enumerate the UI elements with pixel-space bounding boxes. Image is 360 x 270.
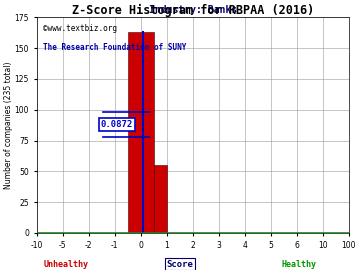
Text: ©www.textbiz.org: ©www.textbiz.org (43, 24, 117, 33)
Text: Industry: Banks: Industry: Banks (149, 5, 237, 15)
Bar (154, 165, 167, 233)
Text: Unhealthy: Unhealthy (43, 260, 88, 269)
Bar (128, 32, 154, 233)
Text: 0.0872: 0.0872 (101, 120, 133, 129)
Text: The Research Foundation of SUNY: The Research Foundation of SUNY (43, 43, 186, 52)
Title: Z-Score Histogram for RBPAA (2016): Z-Score Histogram for RBPAA (2016) (72, 4, 314, 17)
Text: Score: Score (167, 260, 193, 269)
Y-axis label: Number of companies (235 total): Number of companies (235 total) (4, 61, 13, 189)
Text: Healthy: Healthy (282, 260, 317, 269)
